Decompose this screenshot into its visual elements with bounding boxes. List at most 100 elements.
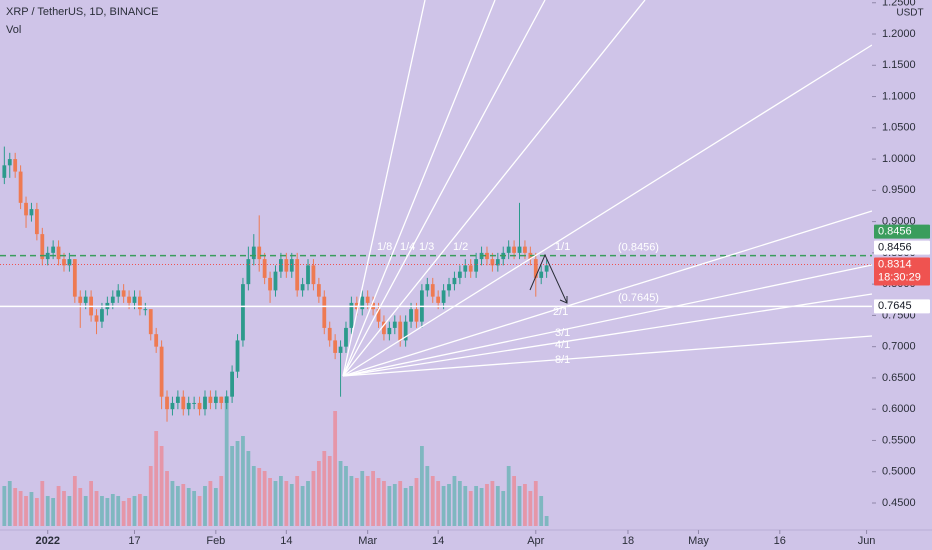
x-tick-label: 14: [280, 535, 292, 547]
volume-bar: [159, 446, 164, 526]
volume-bar: [13, 488, 18, 526]
volume-bar: [273, 481, 278, 526]
volume-label: Vol: [6, 24, 21, 36]
fan-label: 1/4: [400, 241, 415, 253]
volume-bar: [186, 488, 191, 526]
volume-bar: [441, 486, 446, 526]
volume-bar: [279, 476, 283, 526]
volume-bar: [414, 478, 419, 526]
volume-bar: [262, 471, 267, 526]
candle-body: [316, 284, 321, 297]
candle-body: [382, 321, 386, 335]
candle-body: [387, 327, 392, 335]
candle-body: [2, 165, 7, 178]
candle-body: [544, 265, 549, 272]
x-tick-label: Feb: [206, 535, 225, 547]
candle-body: [452, 277, 457, 285]
volume-bar: [116, 496, 121, 526]
candle-body: [181, 396, 186, 410]
fan-label: 3/1: [555, 327, 570, 339]
candle-body: [495, 259, 500, 266]
level-label: (0.8456): [618, 242, 659, 254]
volume-bar: [457, 481, 462, 526]
candle-body: [490, 259, 495, 266]
candle-body: [143, 309, 148, 311]
volume-bar: [192, 491, 197, 526]
volume-bar: [170, 481, 175, 526]
candle-body: [62, 259, 66, 266]
candle-body: [338, 346, 343, 353]
volume-bar: [501, 491, 506, 526]
volume-bar: [224, 396, 229, 526]
fan-line: [342, 293, 873, 377]
volume-bar: [219, 476, 224, 526]
candle-body: [121, 290, 126, 297]
candle-body: [468, 265, 473, 272]
candle-body: [344, 327, 348, 347]
candle-body: [349, 302, 354, 328]
volume-bar: [100, 496, 104, 526]
volume-bar: [398, 481, 403, 526]
level-label: (0.7645): [618, 292, 659, 304]
candle-body: [34, 209, 39, 235]
candle-body: [56, 246, 61, 260]
candle-body: [116, 290, 121, 297]
candle-body: [127, 296, 131, 303]
volume-bar: [485, 484, 489, 526]
candle-body: [517, 246, 522, 253]
volume-bar: [132, 496, 137, 526]
candle-body: [436, 296, 441, 303]
y-tick-label: 1.2000: [882, 28, 916, 40]
volume-bar: [284, 481, 289, 526]
y-tick-label: 1.0000: [882, 153, 916, 165]
volume-bar: [268, 478, 272, 526]
candle-body: [78, 296, 83, 303]
volume-bar: [528, 491, 533, 526]
volume-bar: [62, 491, 66, 526]
volume-bar: [235, 441, 240, 526]
x-tick-label: Mar: [358, 535, 377, 547]
volume-bar: [322, 451, 327, 526]
volume-bar: [349, 476, 354, 526]
candle-body: [398, 321, 403, 341]
candle-body: [414, 309, 419, 322]
volume-bar: [230, 446, 234, 526]
candle-body: [94, 315, 99, 322]
candle-body: [251, 246, 256, 260]
volume-bar: [213, 488, 218, 526]
volume-bar: [338, 461, 343, 526]
volume-bar: [392, 484, 397, 526]
candle-body: [392, 321, 397, 328]
volume-bar: [138, 494, 142, 526]
candle-body: [110, 296, 115, 303]
fan-line: [342, 0, 496, 377]
candle-body: [67, 259, 72, 266]
fan-label: 2/1: [553, 306, 568, 318]
candle-body: [506, 246, 511, 253]
candle-body: [235, 340, 240, 372]
volume-bar: [121, 501, 126, 526]
volume-bar: [241, 436, 245, 526]
candle-body: [360, 296, 365, 310]
candle-body: [441, 290, 446, 303]
volume-bar: [251, 466, 256, 526]
y-tick-label: 0.9000: [882, 216, 916, 228]
fan-label: 1/3: [419, 241, 434, 253]
candle-body: [7, 159, 12, 166]
candle-body: [300, 284, 305, 291]
volume-bar: [365, 476, 370, 526]
volume-bar: [523, 484, 527, 526]
volume-bar: [7, 481, 12, 526]
marker-axis-label: 0.8456: [878, 242, 912, 254]
candle-body: [485, 252, 489, 260]
volume-bar: [40, 481, 45, 526]
candle-body: [154, 334, 159, 347]
candle-body: [295, 259, 300, 291]
volume-bar: [382, 481, 386, 526]
candle-body: [463, 265, 468, 272]
volume-bar: [517, 486, 522, 526]
volume-bar: [56, 486, 61, 526]
candle-body: [132, 296, 137, 303]
y-tick-label: 0.4500: [882, 497, 916, 509]
